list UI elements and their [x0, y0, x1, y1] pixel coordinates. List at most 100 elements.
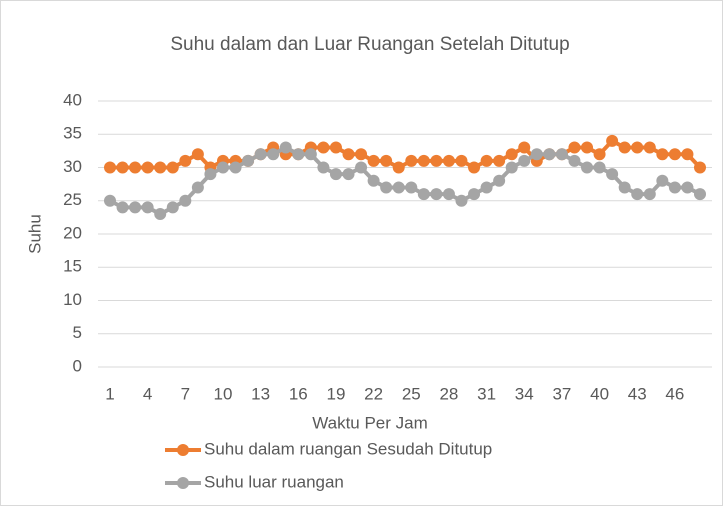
y-tick-label: 10 — [63, 290, 82, 309]
data-point — [505, 161, 518, 174]
data-point — [367, 154, 380, 167]
data-point — [518, 154, 531, 167]
data-point — [442, 154, 455, 167]
data-point — [104, 161, 116, 174]
data-point — [543, 148, 556, 161]
x-tick-label: 34 — [515, 384, 534, 403]
data-point — [216, 161, 229, 174]
y-tick-label: 5 — [73, 323, 82, 342]
y-axis-label: Suhu — [25, 214, 44, 254]
y-tick-label: 15 — [63, 257, 82, 276]
data-point — [694, 161, 706, 174]
data-point — [468, 161, 481, 174]
data-point — [493, 154, 506, 167]
data-point — [505, 148, 518, 161]
data-point — [480, 154, 493, 167]
data-point — [606, 168, 619, 181]
y-tick-label: 30 — [63, 157, 82, 176]
data-point — [493, 174, 506, 187]
data-point — [417, 188, 430, 201]
data-point — [568, 154, 581, 167]
legend-marker — [177, 477, 189, 489]
data-point — [618, 181, 631, 194]
legend-label: Suhu dalam ruangan Sesudah Ditutup — [204, 439, 492, 458]
data-point — [405, 181, 418, 194]
data-point — [254, 148, 267, 161]
x-tick-label: 28 — [439, 384, 458, 403]
data-point — [179, 194, 192, 207]
data-point — [279, 141, 292, 154]
data-point — [141, 161, 154, 174]
data-point — [179, 154, 192, 167]
x-tick-label: 7 — [181, 384, 190, 403]
data-point — [166, 161, 179, 174]
data-point — [430, 154, 443, 167]
data-point — [581, 161, 594, 174]
x-tick-label: 1 — [105, 384, 114, 403]
data-point — [593, 148, 606, 161]
data-point — [618, 141, 631, 154]
data-point — [342, 148, 355, 161]
y-tick-label: 0 — [73, 356, 82, 375]
data-point — [329, 141, 342, 154]
data-point — [455, 194, 468, 207]
legend-label: Suhu luar ruangan — [204, 472, 344, 491]
legend-marker — [177, 444, 189, 456]
y-tick-label: 40 — [63, 90, 82, 109]
data-point — [694, 188, 706, 201]
data-point — [129, 161, 142, 174]
x-tick-label: 40 — [590, 384, 609, 403]
data-point — [430, 188, 443, 201]
data-point — [681, 148, 694, 161]
data-point — [530, 148, 543, 161]
y-tick-label: 35 — [63, 124, 82, 143]
data-point — [631, 188, 644, 201]
data-point — [480, 181, 493, 194]
data-point — [455, 154, 468, 167]
data-point — [304, 148, 317, 161]
data-point — [191, 181, 204, 194]
x-tick-label: 22 — [364, 384, 383, 403]
data-point — [154, 161, 167, 174]
data-point — [656, 174, 669, 187]
x-tick-label: 19 — [326, 384, 345, 403]
data-point — [568, 141, 581, 154]
data-point — [668, 181, 681, 194]
data-point — [154, 208, 167, 221]
data-point — [380, 181, 393, 194]
data-point — [380, 154, 393, 167]
chart-title: Suhu dalam dan Luar Ruangan Setelah Ditu… — [170, 34, 569, 55]
data-point — [555, 148, 568, 161]
data-point — [267, 148, 280, 161]
data-point — [116, 201, 129, 214]
x-tick-label: 16 — [289, 384, 308, 403]
y-tick-label: 25 — [63, 190, 82, 209]
data-point — [392, 181, 405, 194]
data-point — [242, 154, 255, 167]
x-tick-label: 25 — [402, 384, 421, 403]
x-tick-label: 4 — [143, 384, 152, 403]
x-axis-label: Waktu Per Jam — [312, 413, 428, 432]
x-tick-label: 10 — [214, 384, 233, 403]
data-point — [116, 161, 129, 174]
data-point — [643, 141, 656, 154]
data-point — [606, 134, 619, 147]
x-tick-label: 13 — [251, 384, 270, 403]
data-point — [342, 168, 355, 181]
data-point — [229, 161, 242, 174]
data-point — [518, 141, 531, 154]
data-point — [442, 188, 455, 201]
data-point — [417, 154, 430, 167]
data-point — [166, 201, 179, 214]
data-point — [129, 201, 142, 214]
data-point — [317, 161, 330, 174]
data-point — [656, 148, 669, 161]
data-point — [367, 174, 380, 187]
y-tick-label: 20 — [63, 223, 82, 242]
x-tick-label: 37 — [552, 384, 571, 403]
data-point — [643, 188, 656, 201]
data-point — [681, 181, 694, 194]
